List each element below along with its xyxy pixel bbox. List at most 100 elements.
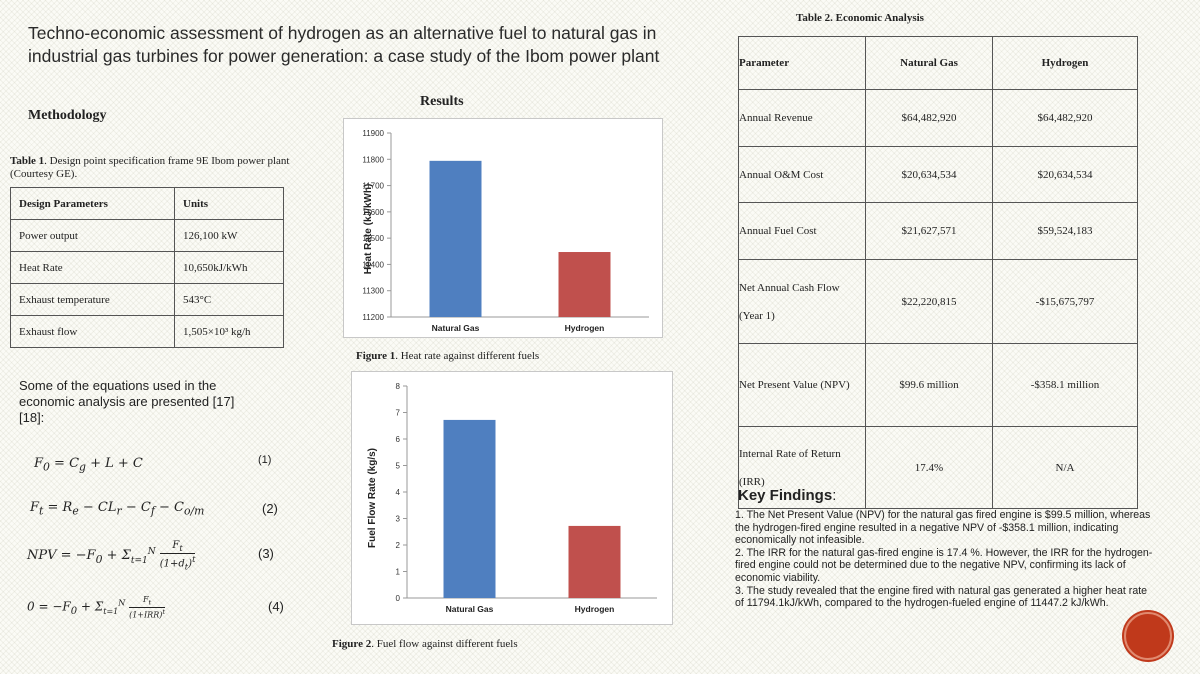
y-tick-label: 1	[396, 568, 401, 577]
methodology-heading: Methodology	[28, 108, 107, 123]
table-cell: 10,650kJ/kWh	[174, 251, 284, 284]
y-tick-label: 11200	[362, 313, 384, 322]
table-cell: $59,524,183	[992, 202, 1138, 260]
table-header-cell: Hydrogen	[992, 36, 1138, 90]
equation-3-number: (3)	[258, 546, 274, 561]
table-cell: 1,505×10³ kg/h	[174, 315, 284, 348]
y-tick-label: 2	[396, 541, 401, 550]
table-header-row: Parameter Natural Gas Hydrogen	[738, 36, 1138, 90]
y-tick-label: 8	[396, 382, 401, 391]
table1-caption-label: Table 1	[10, 155, 45, 167]
table-cell: Exhaust flow	[10, 315, 175, 348]
table-cell: Annual Revenue	[738, 89, 866, 147]
decorative-circle-badge	[1124, 612, 1172, 660]
y-tick-label: 11700	[362, 182, 384, 191]
key-finding-item: 2. The IRR for the natural gas-fired eng…	[735, 546, 1153, 584]
table1-caption-text: . Design point specification frame 9E Ib…	[10, 155, 290, 180]
table-cell: 17.4%	[865, 426, 993, 509]
table-cell: Annual O&M Cost	[738, 146, 866, 203]
bar-natural-gas	[443, 419, 496, 598]
figure2-caption-label: Figure 2	[332, 638, 372, 650]
key-findings-list: 1. The Net Present Value (NPV) for the n…	[735, 509, 1155, 610]
y-tick-label: 7	[396, 409, 401, 418]
equation-4-number: (4)	[268, 599, 284, 614]
y-tick-label: 11800	[362, 155, 384, 164]
table2-caption: Table 2. Economic Analysis	[796, 12, 924, 24]
table-header-cell: Natural Gas	[865, 36, 993, 90]
table-header-cell: Units	[174, 187, 284, 220]
y-axis-label: Fuel Flow Rate (kg/s)	[367, 448, 378, 548]
table-row: Power output 126,100 kW	[10, 219, 284, 252]
x-tick-label: Natural Gas	[432, 323, 480, 333]
equation-2-number: (2)	[262, 501, 278, 516]
equation-1-number: (1)	[258, 454, 272, 466]
table-cell: $22,220,815	[865, 259, 993, 344]
equation-2: Ft = Re − CLr − Cf − Co/m	[30, 500, 205, 518]
x-tick-label: Hydrogen	[565, 323, 605, 333]
key-finding-item: 1. The Net Present Value (NPV) for the n…	[735, 509, 1151, 547]
table-header-cell: Parameter	[738, 36, 866, 90]
figure1-caption-label: Figure 1	[356, 350, 396, 362]
table-cell: Heat Rate	[10, 251, 175, 284]
economic-analysis-table: Parameter Natural Gas Hydrogen Annual Re…	[738, 36, 1138, 509]
x-tick-label: Hydrogen	[575, 604, 615, 614]
heat-rate-chart: Heat Rate (kJ/kWh) 11900 11800 11700 11600 1…	[343, 118, 663, 338]
table-cell: N/A	[992, 426, 1138, 509]
results-heading: Results	[420, 94, 464, 109]
table1-caption: Table 1. Design point specification fram…	[10, 155, 310, 181]
table-row: Heat Rate 10,650kJ/kWh	[10, 251, 284, 284]
y-tick-label: 5	[396, 462, 401, 471]
heat-rate-chart-svg: Heat Rate (kJ/kWh) 11900 11800 11700 11600 1…	[362, 129, 649, 333]
x-tick-label: Natural Gas	[446, 604, 494, 614]
figure2-caption-text: . Fuel flow against different fuels	[371, 638, 518, 650]
table-row: Net Present Value (NPV) $99.6 million -$…	[738, 343, 1138, 427]
fuel-flow-chart-svg: Fuel Flow Rate (kg/s) 8 7 6 5 4 3 2 1 0 Natural G…	[367, 382, 657, 614]
table-cell: 543°C	[174, 283, 284, 316]
fuel-flow-chart: Fuel Flow Rate (kg/s) 8 7 6 5 4 3 2 1 0 Natural G…	[351, 371, 673, 625]
key-finding-item: 3. The study revealed that the engine fi…	[735, 584, 1148, 610]
table-row: Internal Rate of Return (IRR) 17.4% N/A	[738, 426, 1138, 509]
equations-intro: Some of the equations used in the econom…	[19, 378, 235, 425]
table-cell: $20,634,534	[865, 146, 993, 203]
table-cell: $64,482,920	[992, 89, 1138, 147]
y-tick-label: 11600	[362, 208, 384, 217]
table-cell: -$15,675,797	[992, 259, 1138, 344]
table-row: Net Annual Cash Flow (Year 1) $22,220,81…	[738, 259, 1138, 344]
table-cell: $64,482,920	[865, 89, 993, 147]
y-tick-label: 11900	[362, 129, 384, 138]
table-header-cell: Design Parameters	[10, 187, 175, 220]
design-spec-table: Design Parameters Units Power output 126…	[10, 187, 284, 348]
table-header-row: Design Parameters Units	[10, 187, 284, 220]
key-findings-heading-text: Key Findings	[738, 487, 833, 504]
y-axis-label: Heat Rate (kJ/kWh)	[363, 184, 374, 275]
table-row: Annual Fuel Cost $21,627,571 $59,524,183	[738, 202, 1138, 260]
key-findings-heading-colon: :	[832, 487, 837, 504]
table-cell: -$358.1 million	[992, 343, 1138, 427]
equation-1: F0 = Cg + L + C	[34, 456, 143, 474]
y-tick-label: 4	[396, 488, 401, 497]
y-tick-label: 11400	[362, 260, 384, 269]
poster-title: Techno-economic assessment of hydrogen a…	[28, 23, 660, 66]
table-cell: Exhaust temperature	[10, 283, 175, 316]
table-row: Annual Revenue $64,482,920 $64,482,920	[738, 89, 1138, 147]
table-row: Annual O&M Cost $20,634,534 $20,634,534	[738, 146, 1138, 203]
table-cell: Net Annual Cash Flow (Year 1)	[738, 259, 866, 344]
bar-natural-gas	[429, 160, 482, 317]
table-cell: $99.6 million	[865, 343, 993, 427]
table-cell: Power output	[10, 219, 175, 252]
y-tick-label: 0	[396, 594, 401, 603]
bar-hydrogen	[568, 525, 621, 598]
y-tick-label: 11300	[362, 287, 384, 296]
y-tick-label: 11500	[362, 234, 384, 243]
figure2-caption: Figure 2. Fuel flow against different fu…	[332, 638, 632, 651]
table-cell: Annual Fuel Cost	[738, 202, 866, 260]
table-row: Exhaust temperature 543°C	[10, 283, 284, 316]
equation-4: 0 = −F0 + Σt=1N Ft (1+IRR)t	[27, 595, 166, 620]
y-tick-label: 6	[396, 435, 401, 444]
table-cell: 126,100 kW	[174, 219, 284, 252]
key-findings-heading: Key Findings:	[738, 487, 836, 504]
table-row: Exhaust flow 1,505×10³ kg/h	[10, 315, 284, 348]
figure1-caption: Figure 1. Heat rate against different fu…	[356, 350, 656, 363]
equation-3: NPV = −F0 + Σt=1N Ft (1+dt)t	[27, 540, 196, 572]
y-tick-label: 3	[396, 515, 401, 524]
